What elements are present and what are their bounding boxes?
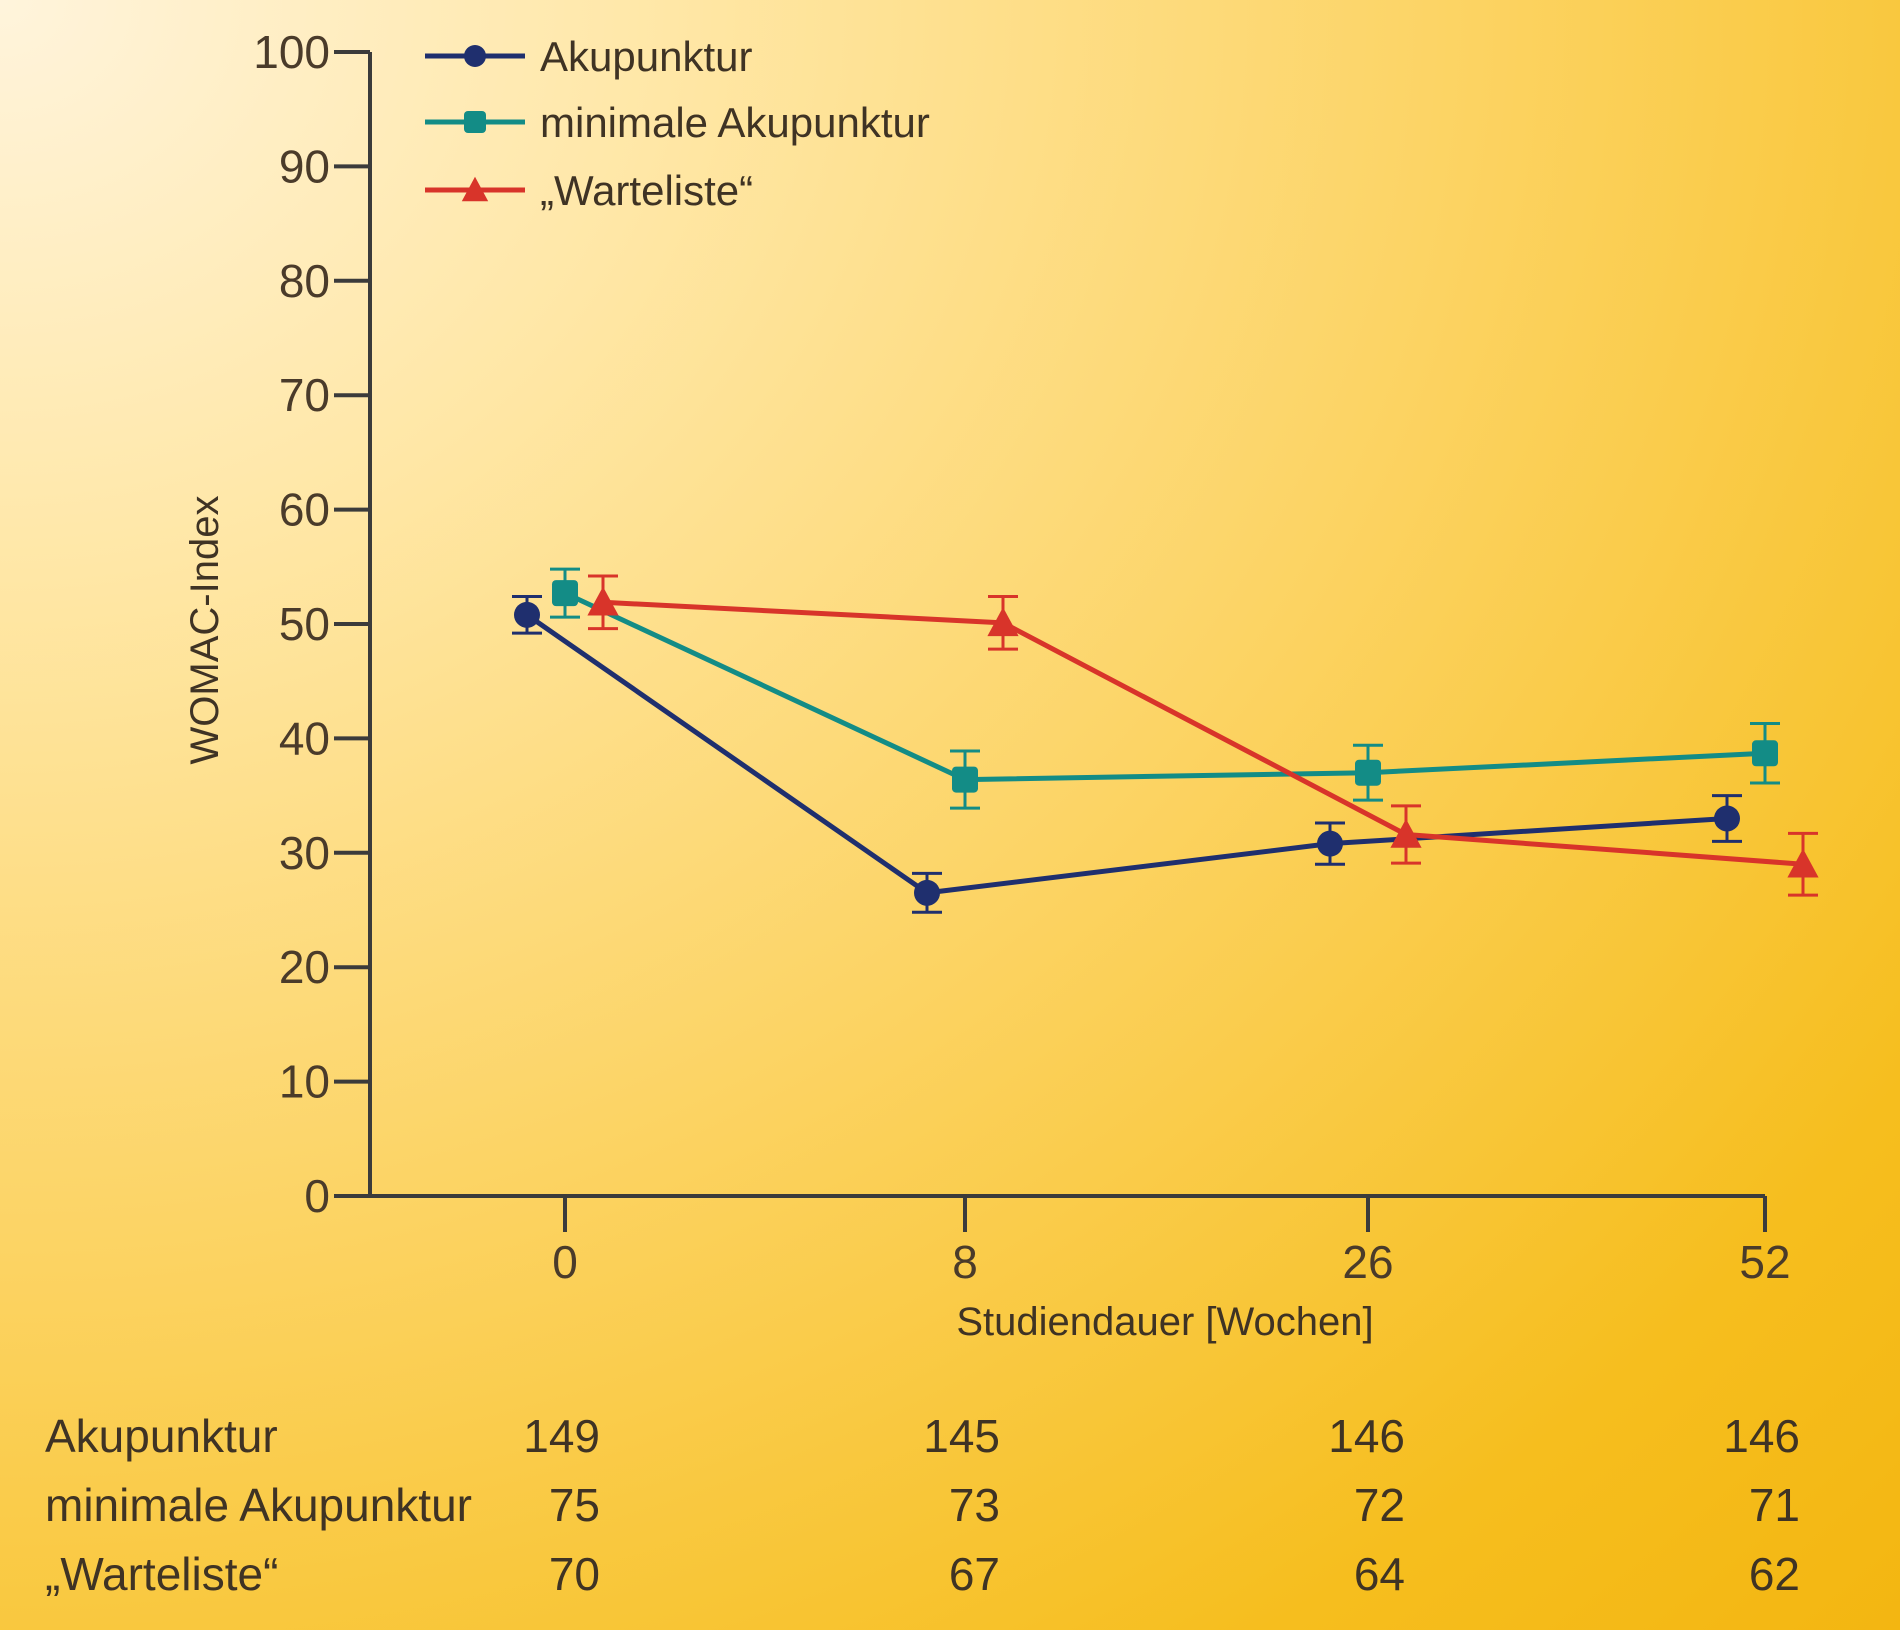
data-point <box>464 111 486 133</box>
n-table-value: 145 <box>923 1410 1000 1462</box>
data-point <box>552 580 578 607</box>
x-tick-label: 8 <box>952 1236 978 1288</box>
series-2 <box>587 574 1819 897</box>
data-point <box>987 607 1019 637</box>
series-line <box>525 612 1728 896</box>
x-axis-title: Studiendauer [Wochen] <box>956 1300 1373 1344</box>
y-tick-label: 60 <box>279 484 330 536</box>
y-tick-label: 10 <box>279 1056 330 1108</box>
n-table-value: 149 <box>523 1410 600 1462</box>
data-point <box>514 601 540 628</box>
data-point <box>1317 830 1343 857</box>
n-table-value: 75 <box>549 1479 600 1531</box>
y-tick-label: 40 <box>279 712 330 764</box>
n-table-value: 62 <box>1749 1548 1800 1600</box>
data-point <box>1390 818 1422 848</box>
n-table-value: 146 <box>1723 1410 1800 1462</box>
n-table-row-label: „Warteliste“ <box>45 1548 278 1600</box>
legend: Akupunktur minimale Akupunktur „Warteliste… <box>425 33 930 214</box>
y-tick-label: 90 <box>279 140 330 192</box>
n-table-value: 70 <box>549 1548 600 1600</box>
axes: 0 10 20 30 40 50 60 70 80 90 100 0 8 26 52 WOMAC-Index S… <box>183 26 1791 1344</box>
n-table-value: 67 <box>949 1548 1000 1600</box>
data-point <box>464 45 486 67</box>
series-0 <box>512 595 1742 914</box>
data-point <box>587 586 619 616</box>
y-tick-label: 20 <box>279 941 330 993</box>
n-table-value: 146 <box>1328 1410 1405 1462</box>
y-tick-label: 50 <box>279 598 330 650</box>
data-point <box>914 879 940 906</box>
y-tick-label: 70 <box>279 369 330 421</box>
y-tick-label: 80 <box>279 255 330 307</box>
legend-label: minimale Akupunktur <box>540 99 930 146</box>
patient-count-table: Akupunktur 149 145 146 146 minimale Akupunktu… <box>45 1410 1800 1600</box>
n-table-value: 72 <box>1354 1479 1405 1531</box>
x-tick-label: 26 <box>1342 1236 1393 1288</box>
x-tick-label: 52 <box>1739 1236 1790 1288</box>
data-point <box>461 176 489 202</box>
series-group <box>512 567 1819 914</box>
n-table-value: 64 <box>1354 1548 1405 1600</box>
y-tick-label: 30 <box>279 827 330 879</box>
n-table-row-label: minimale Akupunktur <box>45 1479 472 1531</box>
legend-label: „Warteliste“ <box>540 167 753 214</box>
y-tick-label: 0 <box>304 1170 330 1222</box>
data-point <box>1714 805 1740 832</box>
series-line <box>602 599 1804 867</box>
data-point <box>952 766 978 793</box>
y-tick-label: 100 <box>253 26 330 78</box>
data-point <box>1787 848 1819 878</box>
n-table-value: 71 <box>1749 1479 1800 1531</box>
x-tick-label: 0 <box>552 1236 578 1288</box>
n-table-row-label: Akupunktur <box>45 1410 278 1462</box>
data-point <box>1752 740 1778 767</box>
n-table-value: 73 <box>949 1479 1000 1531</box>
data-point <box>1355 759 1381 786</box>
series-1 <box>550 567 1780 810</box>
y-axis-title: WOMAC-Index <box>183 496 227 765</box>
legend-label: Akupunktur <box>540 33 752 80</box>
series-line <box>563 590 1766 783</box>
